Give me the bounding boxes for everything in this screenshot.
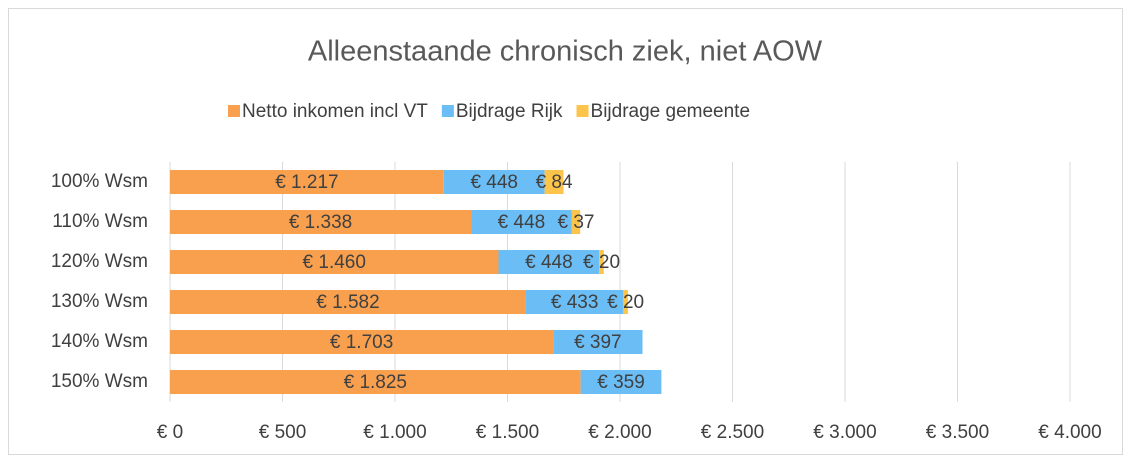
data-label: € 1.825 (344, 372, 407, 393)
data-label: € 448 (525, 252, 573, 273)
bar-segment (170, 290, 526, 314)
bar-segment (443, 170, 545, 194)
y-tick-label: 110% Wsm (52, 211, 148, 232)
x-tick-label: € 4.000 (1038, 422, 1101, 443)
bar-segment (498, 250, 600, 274)
x-tick-label: € 3.000 (813, 422, 876, 443)
y-tick-label: 120% Wsm (51, 251, 148, 272)
bar-segment (170, 250, 499, 274)
bar-segment (599, 250, 604, 274)
y-tick-label: 100% Wsm (51, 171, 148, 192)
bar-segment (525, 290, 624, 314)
data-label: € 448 (470, 172, 518, 193)
data-label: € 20 (607, 292, 644, 313)
bar-segment (170, 370, 581, 394)
bar-segment (553, 330, 643, 354)
data-label: € 359 (597, 372, 645, 393)
legend-swatch (228, 105, 240, 117)
data-label: € 448 (498, 212, 546, 233)
legend-label: Netto inkomen incl VT (242, 101, 428, 122)
chart-title: Alleenstaande chronisch ziek, niet AOW (308, 36, 823, 68)
x-tick-label: € 1.500 (476, 422, 539, 443)
data-label: € 84 (536, 172, 573, 193)
data-label: € 1.217 (275, 172, 338, 193)
legend-label: Bijdrage gemeente (591, 101, 751, 122)
bar-segment (170, 210, 472, 234)
data-label: € 397 (574, 332, 622, 353)
x-tick-label: € 500 (259, 422, 307, 443)
data-label: € 37 (558, 212, 595, 233)
legend-label: Bijdrage Rijk (456, 101, 563, 122)
bar-segment (170, 170, 444, 194)
data-label: € 1.338 (289, 212, 352, 233)
data-label: € 1.460 (303, 252, 366, 273)
y-tick-label: 150% Wsm (51, 371, 148, 392)
x-tick-label: € 0 (157, 422, 183, 443)
bar-segment (170, 330, 554, 354)
data-label: € 1.703 (330, 332, 393, 353)
bar-segment (580, 370, 662, 394)
x-tick-label: € 2.500 (701, 422, 764, 443)
x-tick-label: € 1.000 (363, 422, 426, 443)
y-tick-label: 140% Wsm (51, 331, 148, 352)
legend-swatch (441, 105, 454, 117)
data-label: € 20 (583, 252, 620, 273)
data-label: € 433 (551, 292, 599, 313)
x-tick-label: € 3.500 (926, 422, 989, 443)
bar-segment (544, 170, 564, 194)
x-tick-label: € 2.000 (588, 422, 651, 443)
bar-segment (471, 210, 572, 234)
bar-segment (623, 290, 628, 314)
y-tick-label: 130% Wsm (51, 291, 148, 312)
bar-segment (571, 210, 581, 234)
data-label: € 1.582 (316, 292, 379, 313)
legend-swatch (576, 105, 589, 117)
